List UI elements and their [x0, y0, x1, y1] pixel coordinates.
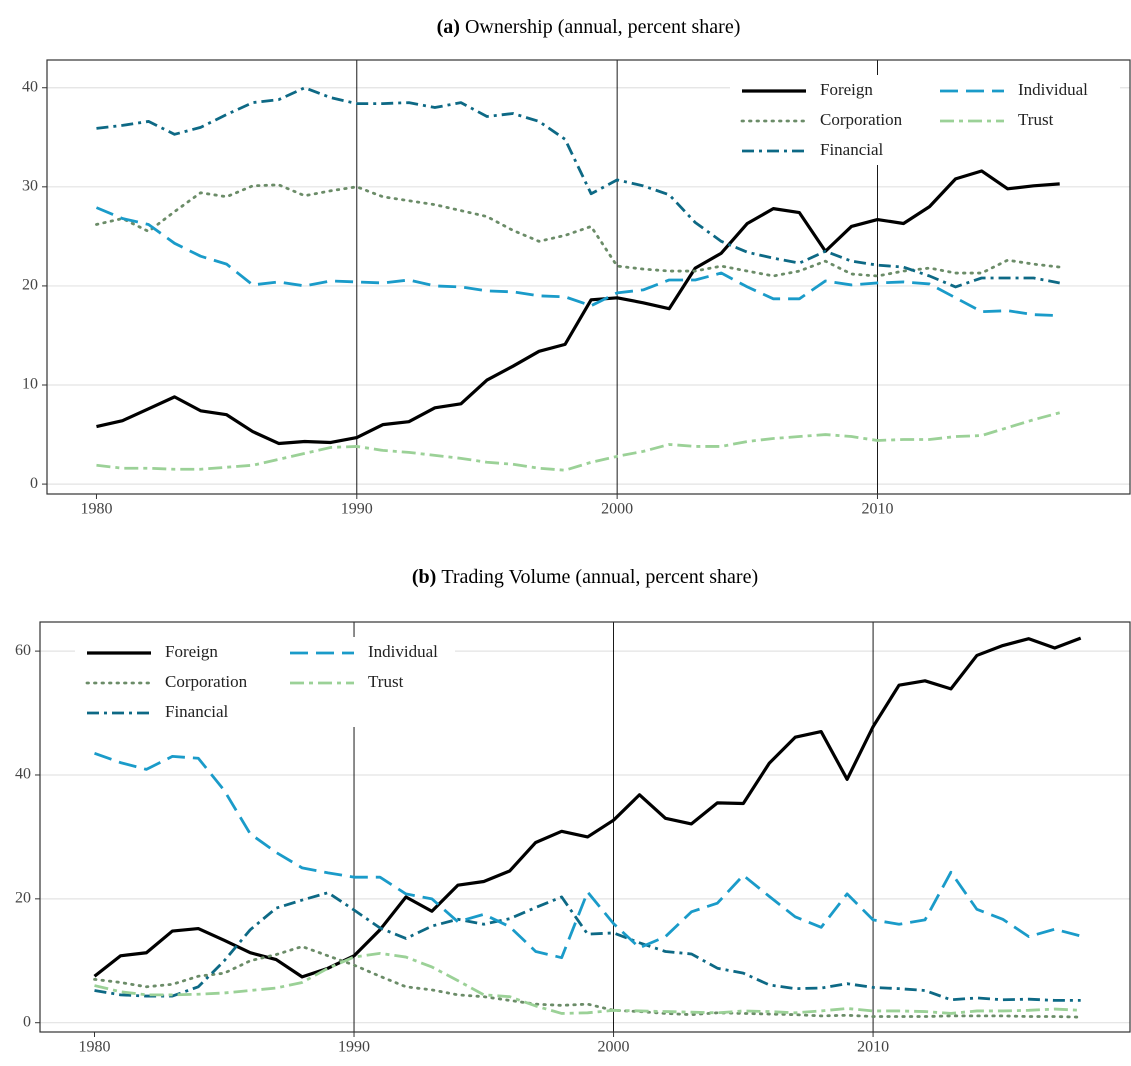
- series-line: [96, 169, 1060, 446]
- legend-label: Foreign: [820, 80, 873, 99]
- plot-border: [46, 59, 1131, 495]
- x-tick-label: 1980: [80, 501, 112, 518]
- plot-border: [39, 621, 1131, 1033]
- legend-label: Financial: [165, 702, 229, 721]
- y-tick-label: 20: [15, 890, 31, 907]
- y-tick-label: 10: [22, 376, 38, 393]
- x-tick-label: 1990: [338, 1039, 370, 1056]
- x-tick-label: 2000: [601, 501, 633, 518]
- title-text: Ownership (annual, percent share): [465, 16, 740, 38]
- panel-label: (b): [412, 566, 436, 588]
- y-tick-label: 30: [22, 178, 38, 195]
- title-text: Trading Volume (annual, percent share): [441, 566, 758, 588]
- x-tick-label: 2000: [598, 1039, 630, 1056]
- series-line: [94, 891, 1081, 1002]
- y-tick-label: 0: [30, 475, 38, 492]
- legend-label: Individual: [368, 642, 438, 661]
- legend-label: Trust: [1018, 110, 1054, 129]
- y-tick-label: 0: [23, 1013, 31, 1030]
- y-tick-label: 40: [22, 78, 38, 95]
- series-line: [93, 636, 1082, 979]
- panel-label: (a): [437, 16, 460, 38]
- legend-label: Corporation: [820, 110, 903, 129]
- series-line: [96, 86, 1060, 289]
- chart-title: (a) Ownership (annual, percent share): [437, 16, 741, 38]
- y-tick-label: 40: [15, 766, 31, 783]
- x-tick-label: 1980: [79, 1039, 111, 1056]
- y-tick-label: 60: [15, 642, 31, 659]
- chart-title: (b) Trading Volume (annual, percent share…: [412, 566, 758, 588]
- y-tick-label: 20: [22, 277, 38, 294]
- legend-label: Corporation: [165, 672, 248, 691]
- legend-label: Individual: [1018, 80, 1088, 99]
- legend-label: Trust: [368, 672, 404, 691]
- x-tick-label: 1990: [341, 501, 373, 518]
- series-line: [95, 183, 1062, 278]
- series-line: [96, 411, 1061, 472]
- series-line: [94, 751, 1082, 960]
- x-tick-label: 2010: [861, 501, 893, 518]
- legend-label: Foreign: [165, 642, 218, 661]
- series-line: [93, 945, 1083, 1019]
- series-line: [95, 206, 1060, 318]
- x-tick-label: 2010: [857, 1039, 889, 1056]
- series-line: [94, 951, 1081, 1015]
- legend-label: Financial: [820, 140, 884, 159]
